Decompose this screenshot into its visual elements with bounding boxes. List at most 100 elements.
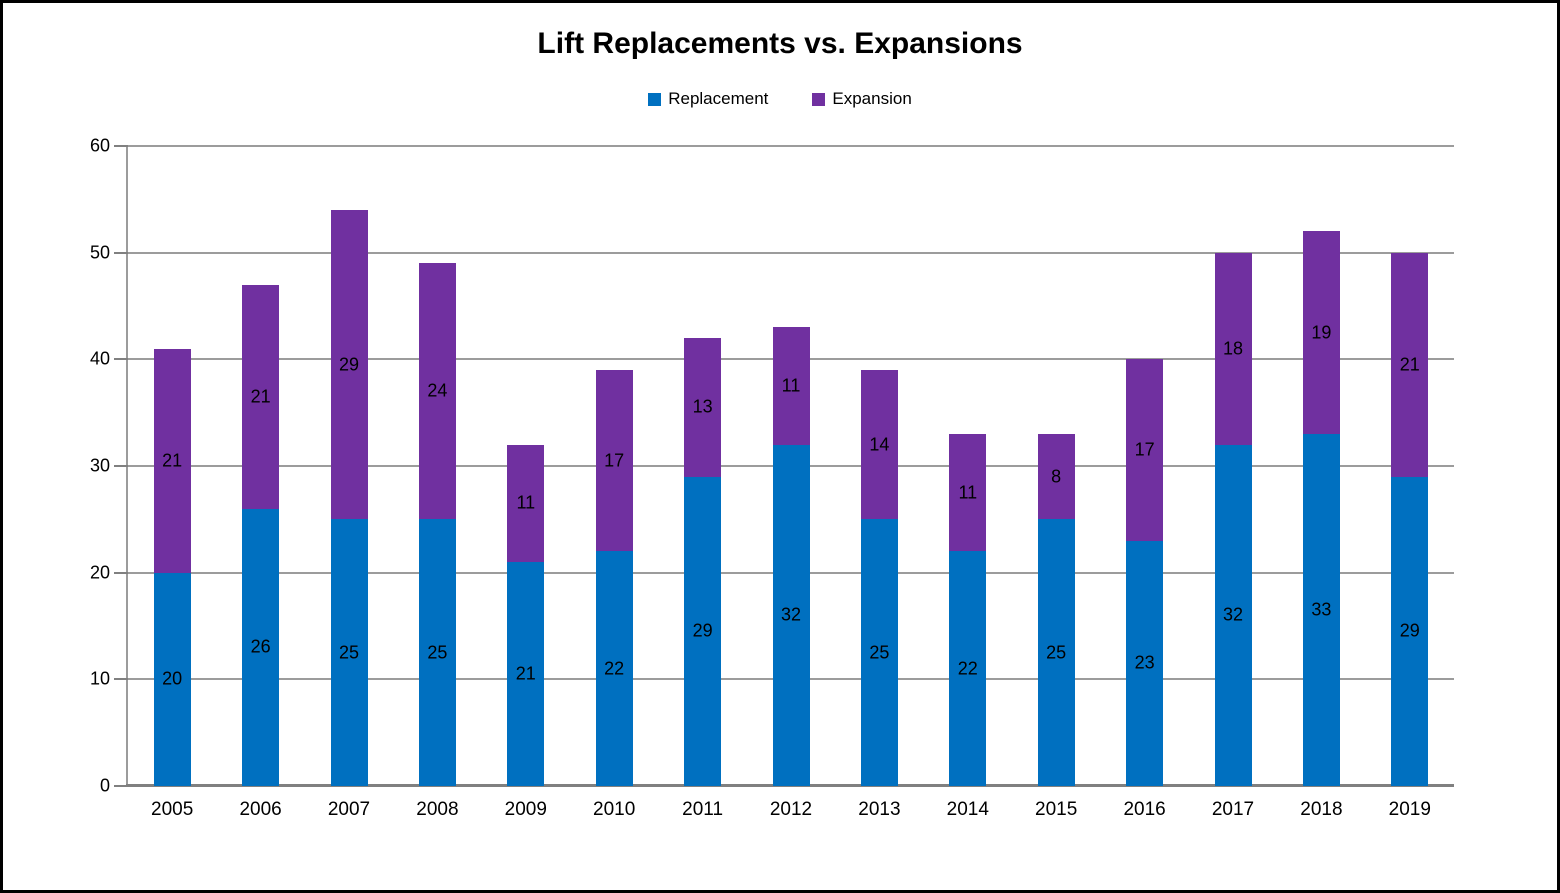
bar-label-2017-replacement: 32 [1222, 604, 1244, 625]
x-axis-label-2014: 2014 [946, 799, 989, 820]
y-axis-label-30: 30 [89, 455, 110, 476]
y-axis-label-0: 0 [99, 775, 110, 796]
y-axis-tick-30 [114, 465, 128, 467]
bar-2009-replacement [507, 562, 545, 786]
bar-2011-replacement [684, 476, 722, 786]
legend-label: Replacement [668, 89, 769, 108]
legend-item-expansion: Expansion [812, 89, 912, 109]
bar-2010-expansion [595, 370, 633, 552]
bar-2011-expansion [684, 338, 722, 477]
gridline-50 [128, 251, 1454, 254]
bar-2014-expansion [949, 434, 987, 552]
x-axis-label-2017: 2017 [1211, 799, 1255, 820]
bar-2018-replacement [1302, 434, 1340, 786]
y-axis-label-20: 20 [89, 562, 110, 583]
legend-swatch-expansion [812, 92, 826, 106]
bar-label-2015-expansion: 8 [1051, 466, 1062, 487]
x-axis-label-2015: 2015 [1035, 799, 1078, 820]
bar-label-2007-replacement: 25 [338, 642, 360, 663]
bar-2017-replacement [1214, 444, 1252, 786]
bar-2014-replacement [949, 551, 987, 786]
bar-label-2014-expansion: 11 [958, 482, 978, 503]
legend-swatch-replacement [648, 92, 662, 106]
bar-label-2010-replacement: 22 [604, 658, 625, 679]
bar-2012-replacement [772, 444, 810, 786]
x-axis-label-2013: 2013 [858, 799, 901, 820]
bar-2017-expansion [1214, 252, 1252, 445]
bar-label-2008-expansion: 24 [427, 380, 448, 401]
bar-label-2006-expansion: 21 [250, 386, 271, 407]
bar-label-2016-expansion: 17 [1134, 439, 1155, 460]
bar-2005-expansion [153, 348, 191, 573]
bar-label-2018-expansion: 19 [1311, 322, 1332, 343]
bar-label-2013-replacement: 25 [869, 642, 890, 663]
bar-2010-replacement [595, 551, 633, 786]
bar-label-2019-expansion: 21 [1399, 354, 1420, 375]
bar-2007-replacement [330, 519, 368, 786]
bar-label-2009-replacement: 21 [515, 663, 536, 684]
bar-2015-replacement [1037, 519, 1075, 786]
bar-label-2012-expansion: 11 [781, 375, 801, 396]
bar-2016-expansion [1126, 359, 1164, 541]
bar-label-2010-expansion: 17 [604, 450, 625, 471]
y-axis-tick-20 [114, 571, 128, 574]
x-axis-label-2016: 2016 [1123, 799, 1166, 820]
x-axis-label-2008: 2008 [416, 799, 459, 820]
bar-label-2019-replacement: 29 [1399, 620, 1420, 641]
bar-label-2005-replacement: 20 [162, 668, 183, 689]
bar-2005-replacement [153, 572, 191, 786]
y-axis-tick-10 [114, 678, 128, 681]
bar-2015-expansion [1037, 434, 1075, 520]
x-axis-label-2005: 2005 [151, 799, 194, 820]
bar-label-2007-expansion: 29 [338, 354, 360, 375]
gridline-60 [128, 145, 1454, 147]
bar-2008-replacement [418, 519, 456, 786]
bar-2012-expansion [772, 327, 810, 445]
legend: Replacement Expansion [3, 89, 1557, 109]
y-axis-tick-40 [114, 358, 128, 361]
bar-label-2016-replacement: 23 [1134, 652, 1155, 673]
bar-2013-replacement [860, 519, 898, 786]
y-axis-label-50: 50 [89, 242, 110, 263]
x-axis-label-2010: 2010 [593, 799, 636, 820]
bar-label-2013-expansion: 14 [869, 434, 890, 455]
bar-label-2014-replacement: 22 [957, 658, 978, 679]
y-axis-label-60: 60 [89, 135, 110, 156]
bar-2013-expansion [860, 370, 898, 520]
bar-2007-expansion [330, 210, 368, 520]
y-axis-label-10: 10 [89, 668, 110, 689]
legend-label: Expansion [832, 89, 912, 108]
legend-item-replacement: Replacement [648, 89, 768, 109]
bar-2008-expansion [418, 263, 456, 520]
bar-label-2017-expansion: 18 [1222, 338, 1244, 359]
x-axis-label-2006: 2006 [239, 799, 282, 820]
bar-2018-expansion [1302, 231, 1340, 434]
bar-2006-replacement [242, 508, 280, 786]
bar-label-2006-replacement: 26 [250, 636, 271, 657]
x-axis-label-2018: 2018 [1300, 799, 1343, 820]
bar-label-2005-expansion: 21 [162, 450, 183, 471]
x-axis-label-2009: 2009 [504, 799, 547, 820]
bar-label-2011-expansion: 13 [692, 396, 713, 417]
y-axis-tick-50 [114, 251, 128, 254]
x-axis-label-2012: 2012 [769, 799, 813, 820]
bar-2019-replacement [1391, 476, 1429, 786]
bar-label-2011-replacement: 29 [692, 620, 713, 641]
bar-label-2009-expansion: 11 [516, 492, 536, 513]
bar-2009-expansion [507, 444, 545, 562]
plot-area: 0 10 20 30 40 50 60 20 21 2005 26 21 2006 25 29 2007 25 2… [90, 136, 1454, 820]
bar-2006-expansion [242, 284, 280, 509]
bar-2019-expansion [1391, 252, 1429, 477]
bar-2016-replacement [1126, 540, 1164, 786]
chart-title: Lift Replacements vs. Expansions [537, 27, 1023, 60]
bar-label-2008-replacement: 25 [427, 642, 448, 663]
x-axis-label-2011: 2011 [682, 799, 724, 820]
x-axis-label-2019: 2019 [1388, 799, 1431, 820]
y-axis-tick-0 [114, 785, 128, 787]
bar-label-2015-replacement: 25 [1046, 642, 1067, 663]
bar-label-2012-replacement: 32 [780, 604, 802, 625]
bar-label-2018-replacement: 33 [1311, 599, 1332, 620]
x-axis-label-2007: 2007 [327, 799, 371, 820]
y-axis-tick-60 [114, 145, 128, 147]
